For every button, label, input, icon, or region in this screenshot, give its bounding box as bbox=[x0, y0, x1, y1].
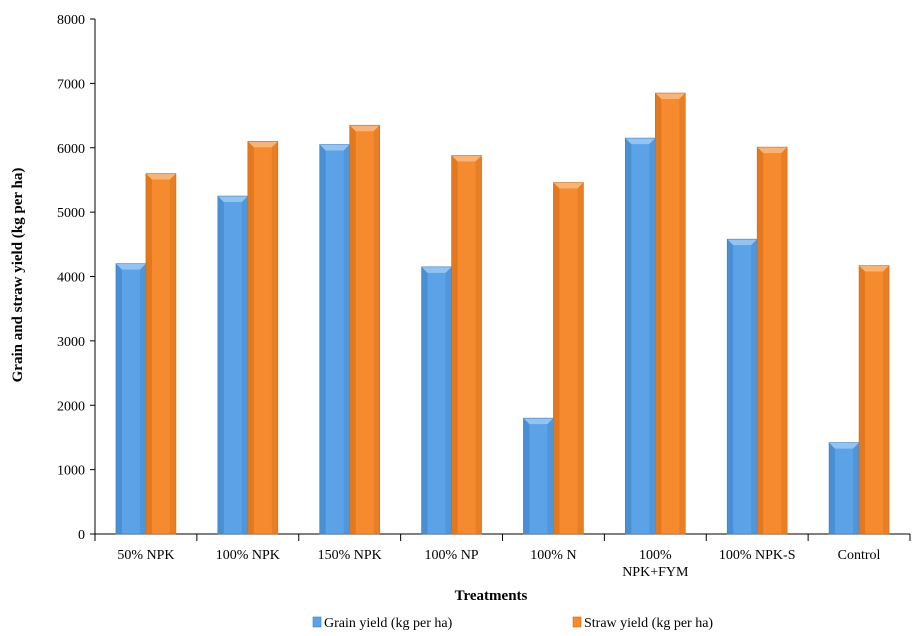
bar bbox=[553, 182, 584, 535]
bar bbox=[421, 266, 452, 535]
x-tick-label: 100% NPK bbox=[216, 548, 280, 563]
legend-swatch bbox=[572, 616, 582, 628]
bar bbox=[247, 141, 279, 535]
y-tick-label: 7000 bbox=[57, 77, 85, 92]
y-tick-label: 1000 bbox=[57, 464, 85, 479]
bar bbox=[655, 92, 686, 535]
y-tick-label: 8000 bbox=[57, 13, 85, 28]
x-tick-labels: 50% NPK 100% NPK 150% NPK 100% NP 100% N 100%… bbox=[117, 548, 880, 580]
bar bbox=[319, 144, 350, 535]
x-tick-label: 100% N bbox=[530, 548, 576, 563]
bar bbox=[451, 155, 482, 535]
x-axis-title: Treatments bbox=[455, 588, 528, 604]
bar bbox=[217, 195, 249, 535]
bar bbox=[625, 137, 656, 535]
legend-item: Straw yield (kg per ha) bbox=[572, 616, 713, 631]
legend: Grain yield (kg per ha) Straw yield (kg p… bbox=[312, 616, 713, 631]
bars bbox=[115, 92, 890, 535]
bar bbox=[858, 265, 890, 535]
bar bbox=[523, 417, 554, 535]
y-tick-label: 4000 bbox=[57, 271, 85, 286]
bar bbox=[349, 124, 380, 535]
bar bbox=[115, 263, 147, 535]
y-tick-label: 3000 bbox=[57, 335, 85, 350]
x-tick-label: Control bbox=[838, 548, 881, 563]
y-tick-label: 6000 bbox=[57, 142, 85, 157]
x-tick-label: 150% NPK bbox=[318, 548, 382, 563]
x-tick-label: 100% NP bbox=[425, 548, 479, 563]
x-tick-label: 100% NPK-S bbox=[719, 548, 796, 563]
legend-swatch bbox=[312, 616, 322, 628]
legend-label: Grain yield (kg per ha) bbox=[324, 616, 453, 631]
y-tick-label: 0 bbox=[78, 528, 85, 543]
legend-label: Straw yield (kg per ha) bbox=[584, 616, 713, 631]
x-tick-label: 50% NPK bbox=[117, 548, 174, 563]
y-tick-label: 2000 bbox=[57, 399, 85, 414]
bar bbox=[756, 146, 788, 535]
y-tick-label: 5000 bbox=[57, 206, 85, 221]
bar bbox=[145, 173, 177, 535]
bar bbox=[828, 442, 860, 535]
legend-item: Grain yield (kg per ha) bbox=[312, 616, 453, 631]
x-tick-label: 100% NPK+FYM bbox=[622, 548, 689, 580]
y-tick-labels: 0 1000 2000 3000 4000 5000 6000 7000 8000 bbox=[57, 13, 85, 543]
y-axis-title: Grain and straw yield (kg per ha) bbox=[10, 168, 26, 383]
bar bbox=[726, 238, 758, 535]
